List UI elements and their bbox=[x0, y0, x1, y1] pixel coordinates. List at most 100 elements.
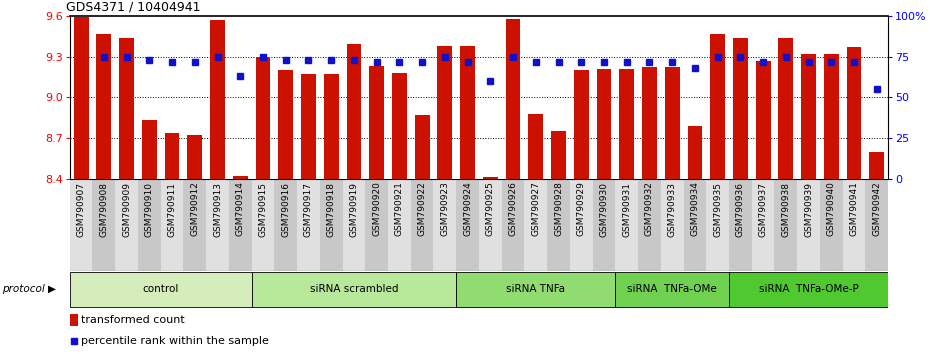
Text: GSM790937: GSM790937 bbox=[759, 182, 767, 236]
Bar bbox=[457, 179, 479, 271]
Text: GSM790914: GSM790914 bbox=[235, 182, 245, 236]
Bar bbox=[483, 177, 498, 179]
Text: GSM790933: GSM790933 bbox=[668, 182, 677, 236]
Text: GSM790918: GSM790918 bbox=[326, 182, 336, 236]
Text: GSM790942: GSM790942 bbox=[872, 182, 882, 236]
Bar bbox=[824, 54, 839, 179]
Bar bbox=[501, 179, 525, 271]
Text: GSM790919: GSM790919 bbox=[350, 182, 358, 236]
Bar bbox=[460, 46, 475, 179]
Bar bbox=[119, 38, 134, 179]
Text: transformed count: transformed count bbox=[81, 315, 185, 325]
Text: GSM790927: GSM790927 bbox=[531, 182, 540, 236]
Text: GSM790911: GSM790911 bbox=[167, 182, 177, 236]
Bar bbox=[252, 272, 457, 307]
Text: GSM790926: GSM790926 bbox=[509, 182, 518, 236]
Bar bbox=[596, 69, 611, 179]
Text: GSM790941: GSM790941 bbox=[849, 182, 858, 236]
Bar bbox=[592, 179, 616, 271]
Text: GSM790940: GSM790940 bbox=[827, 182, 836, 236]
Text: GDS4371 / 10404941: GDS4371 / 10404941 bbox=[66, 0, 200, 13]
Bar bbox=[756, 61, 770, 179]
Bar bbox=[342, 179, 365, 271]
Bar bbox=[73, 17, 88, 179]
Bar bbox=[161, 179, 183, 271]
Bar bbox=[687, 126, 702, 179]
Text: GSM790920: GSM790920 bbox=[372, 182, 381, 236]
Text: siRNA TNFa: siRNA TNFa bbox=[506, 284, 565, 295]
Text: GSM790912: GSM790912 bbox=[191, 182, 199, 236]
Bar bbox=[843, 179, 866, 271]
Text: siRNA  TNFa-OMe: siRNA TNFa-OMe bbox=[628, 284, 717, 295]
Bar bbox=[642, 68, 657, 179]
Bar bbox=[256, 57, 271, 179]
Bar bbox=[392, 73, 406, 179]
Bar bbox=[801, 54, 816, 179]
Bar bbox=[729, 179, 751, 271]
Bar bbox=[638, 179, 661, 271]
Bar bbox=[846, 47, 861, 179]
Text: siRNA  TNFa-OMe-P: siRNA TNFa-OMe-P bbox=[759, 284, 858, 295]
Text: GSM790929: GSM790929 bbox=[577, 182, 586, 236]
Text: GSM790921: GSM790921 bbox=[395, 182, 404, 236]
Text: GSM790934: GSM790934 bbox=[690, 182, 699, 236]
Bar bbox=[729, 272, 888, 307]
Bar bbox=[252, 179, 274, 271]
Bar bbox=[479, 179, 501, 271]
Bar bbox=[347, 44, 361, 179]
Text: control: control bbox=[142, 284, 179, 295]
Bar bbox=[457, 272, 616, 307]
Text: percentile rank within the sample: percentile rank within the sample bbox=[81, 336, 270, 346]
Bar bbox=[616, 272, 729, 307]
Bar bbox=[278, 70, 293, 179]
Text: GSM790938: GSM790938 bbox=[781, 182, 790, 236]
Bar bbox=[183, 179, 206, 271]
Bar bbox=[415, 115, 430, 179]
Bar bbox=[706, 179, 729, 271]
Bar bbox=[775, 179, 797, 271]
Text: GSM790930: GSM790930 bbox=[600, 182, 608, 236]
Bar bbox=[433, 179, 457, 271]
Text: GSM790924: GSM790924 bbox=[463, 182, 472, 236]
Text: GSM790910: GSM790910 bbox=[145, 182, 153, 236]
Bar bbox=[411, 179, 433, 271]
Bar bbox=[525, 179, 547, 271]
Bar bbox=[778, 38, 793, 179]
Bar bbox=[365, 179, 388, 271]
Bar bbox=[274, 179, 297, 271]
Bar bbox=[661, 179, 684, 271]
Bar bbox=[570, 179, 592, 271]
Bar bbox=[115, 179, 138, 271]
Text: GSM790907: GSM790907 bbox=[76, 182, 86, 236]
Bar bbox=[301, 74, 316, 179]
Text: GSM790913: GSM790913 bbox=[213, 182, 222, 236]
Bar bbox=[551, 131, 565, 179]
Text: GSM790908: GSM790908 bbox=[100, 182, 109, 236]
Text: GSM790931: GSM790931 bbox=[622, 182, 631, 236]
Text: GSM790925: GSM790925 bbox=[485, 182, 495, 236]
Bar bbox=[665, 68, 680, 179]
Bar bbox=[138, 179, 161, 271]
Bar bbox=[547, 179, 570, 271]
Bar bbox=[70, 272, 252, 307]
Text: protocol ▶: protocol ▶ bbox=[2, 284, 56, 295]
Bar bbox=[711, 34, 725, 179]
Bar bbox=[142, 120, 156, 179]
Text: GSM790915: GSM790915 bbox=[259, 182, 268, 236]
Text: GSM790923: GSM790923 bbox=[440, 182, 449, 236]
Bar bbox=[616, 179, 638, 271]
Bar bbox=[506, 19, 521, 179]
Bar bbox=[388, 179, 411, 271]
Bar bbox=[619, 69, 634, 179]
Bar bbox=[232, 176, 247, 179]
Bar bbox=[369, 66, 384, 179]
Text: GSM790922: GSM790922 bbox=[418, 182, 427, 236]
Bar bbox=[528, 114, 543, 179]
Bar bbox=[870, 152, 884, 179]
Bar bbox=[320, 179, 342, 271]
Bar bbox=[70, 314, 78, 326]
Text: GSM790928: GSM790928 bbox=[554, 182, 563, 236]
Bar bbox=[797, 179, 820, 271]
Bar bbox=[574, 70, 589, 179]
Bar bbox=[92, 179, 115, 271]
